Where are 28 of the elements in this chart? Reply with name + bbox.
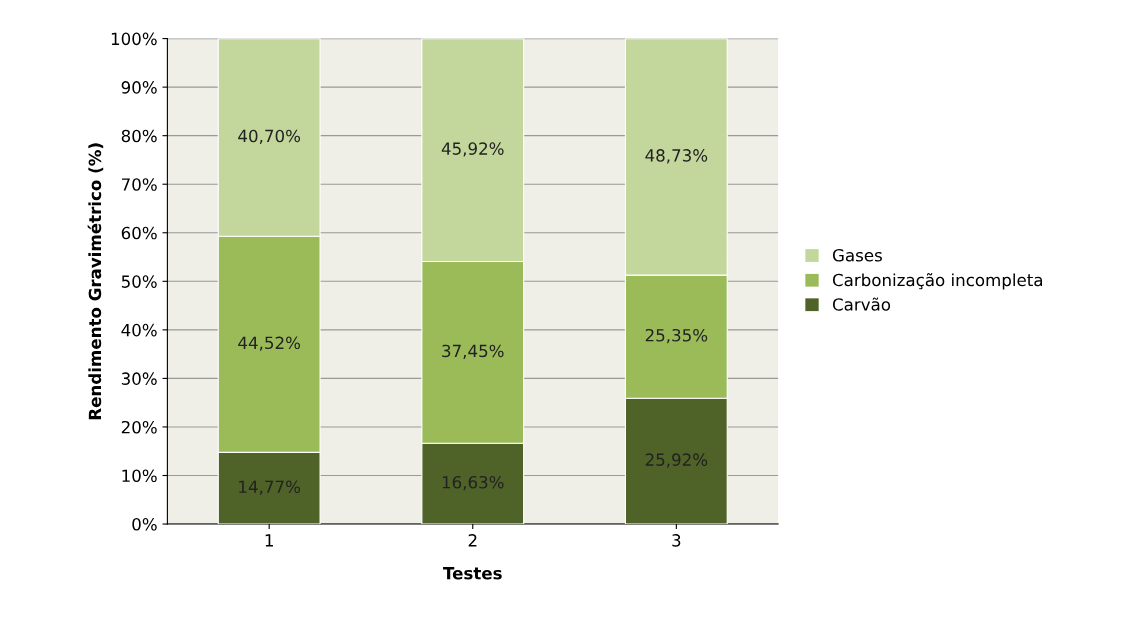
y-tick-label: 40% <box>121 323 157 337</box>
y-tick-label: 70% <box>121 178 157 191</box>
y-axis-title: Rendimento Gravimétrico (%) <box>87 143 104 420</box>
y-tick-label: 80% <box>121 129 157 143</box>
x-tick-label: 3 <box>672 534 681 547</box>
data-label: 40,70% <box>238 129 301 144</box>
y-tick-label: 60% <box>121 226 157 240</box>
y-tick-label: 10% <box>122 469 157 483</box>
data-label: 16,63% <box>442 475 504 491</box>
x-tick-label: 2 <box>468 534 477 547</box>
legend-label: Carvão <box>832 297 891 311</box>
y-tick-label: 90% <box>121 81 157 94</box>
data-label: 45,92% <box>441 142 504 157</box>
data-label: 37,45% <box>442 344 504 359</box>
x-axis-title: Testes <box>443 567 502 580</box>
y-tick-label: 30% <box>121 372 157 385</box>
data-label: 44,52% <box>238 336 301 351</box>
legend-label: Carbonização incompleta <box>832 273 1042 290</box>
data-label: 14,77% <box>239 480 301 495</box>
data-label: 48,73% <box>645 149 708 164</box>
data-label: 25,35% <box>645 328 708 344</box>
legend-label: Gases <box>832 248 882 262</box>
x-tick-label: 1 <box>265 534 273 547</box>
y-tick-label: 50% <box>121 275 157 288</box>
data-label: 25,92% <box>645 453 708 468</box>
y-tick-label: 100% <box>111 32 157 46</box>
y-tick-label: 0% <box>132 518 157 531</box>
y-tick-label: 20% <box>121 420 157 434</box>
